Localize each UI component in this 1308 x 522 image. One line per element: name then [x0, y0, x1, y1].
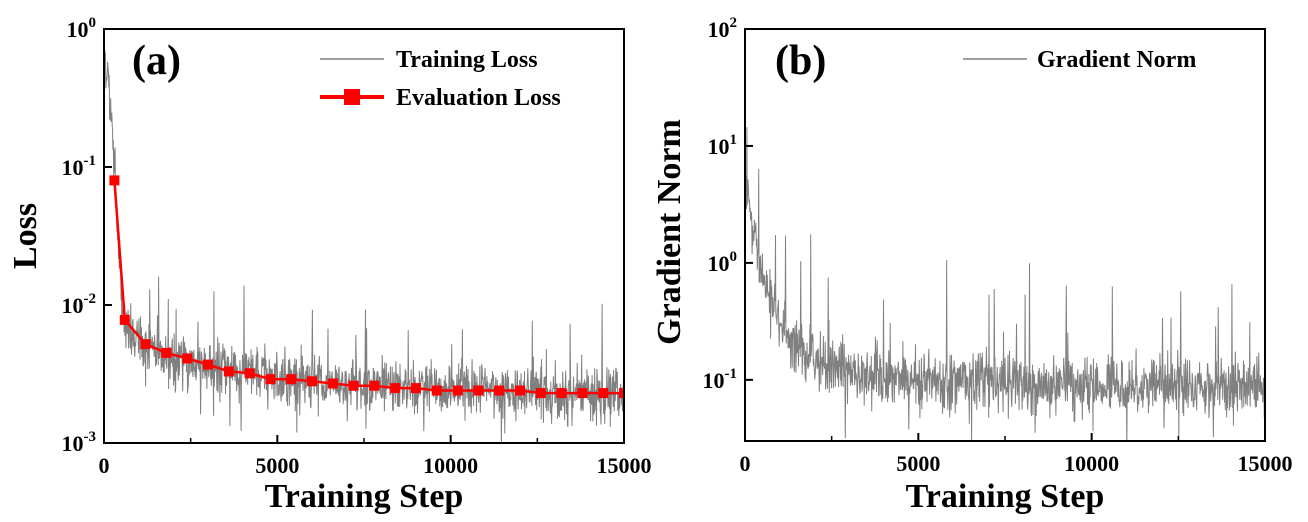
y-tick-label: 101	[708, 132, 738, 159]
evaluation-loss-point	[473, 385, 484, 396]
evaluation-loss-point	[182, 353, 193, 364]
panel-b: 0 5000 10000 15000 10-1 100 101 102 (b) Trainin…	[651, 15, 1293, 515]
evaluation-loss-point	[577, 388, 588, 399]
noisy-curve	[745, 127, 1265, 441]
evaluation-loss-point	[369, 380, 380, 391]
evaluation-loss-series	[109, 175, 624, 399]
evaluation-loss-point	[140, 339, 151, 350]
evaluation-loss-point	[327, 378, 338, 389]
evaluation-loss-point	[452, 385, 463, 396]
legend-label-gradient: Gradient Norm	[1037, 47, 1196, 73]
y-axis-title-b: Gradient Norm	[651, 119, 688, 345]
evaluation-loss-point	[119, 314, 130, 325]
evaluation-loss-point	[494, 385, 505, 396]
y-tick-label: 100	[708, 249, 738, 276]
x-tick-label: 0	[99, 453, 110, 478]
evaluation-loss-point	[244, 368, 255, 379]
y-tick-label: 100	[67, 15, 97, 42]
x-tick-label: 10000	[423, 453, 478, 478]
evaluation-loss-point	[203, 359, 213, 370]
x-tick-label: 15000	[597, 453, 652, 478]
x-tick-label: 10000	[1064, 451, 1119, 476]
evaluation-loss-point	[411, 383, 421, 394]
evaluation-loss-point	[431, 385, 442, 396]
evaluation-loss-point	[286, 374, 297, 385]
evaluation-loss-point	[265, 374, 276, 385]
x-tick-label: 15000	[1238, 451, 1293, 476]
evaluation-loss-point	[348, 380, 359, 391]
panel-a: 0 5000 10000 15000 10-3 10-2 10-1 100 (a) Train…	[7, 15, 652, 515]
legend-marker-evaluation	[344, 89, 360, 105]
legend-b: Gradient Norm	[963, 47, 1196, 73]
gradient-norm-series	[745, 127, 1265, 441]
evaluation-loss-point	[109, 175, 120, 186]
axes-ticks-b: 0 5000 10000 15000 10-1 100 101 102	[703, 15, 1293, 476]
y-tick-label: 10-3	[62, 429, 97, 456]
evaluation-loss-point	[390, 383, 401, 394]
y-axis-title-a: Loss	[7, 203, 44, 269]
evaluation-loss-point	[598, 388, 609, 399]
x-tick-label: 0	[740, 451, 751, 476]
y-tick-label: 10-1	[703, 366, 738, 393]
evaluation-loss-point	[515, 385, 525, 396]
evaluation-loss-point	[161, 347, 172, 358]
axes-ticks-a: 0 5000 10000 15000 10-3 10-2 10-1 100	[62, 15, 652, 478]
x-axis-title-a: Training Step	[265, 478, 464, 515]
y-tick-label: 10-2	[62, 291, 97, 318]
legend-label-evaluation: Evaluation Loss	[396, 85, 561, 111]
legend-label-training: Training Loss	[396, 47, 538, 73]
x-tick-label: 5000	[896, 451, 940, 476]
y-tick-label: 10-1	[62, 153, 97, 180]
panel-label-b: (b)	[775, 38, 826, 84]
evaluation-loss-point	[307, 376, 317, 387]
y-tick-label: 102	[708, 15, 738, 42]
evaluation-loss-point	[535, 388, 546, 399]
evaluation-loss-point	[619, 388, 624, 399]
evaluation-loss-point	[223, 366, 234, 377]
x-tick-label: 5000	[255, 453, 299, 478]
legend-a: Training Loss Evaluation Loss	[320, 47, 561, 111]
panel-label-a: (a)	[132, 38, 181, 84]
x-axis-title-b: Training Step	[906, 478, 1105, 515]
evaluation-loss-point	[556, 388, 567, 399]
